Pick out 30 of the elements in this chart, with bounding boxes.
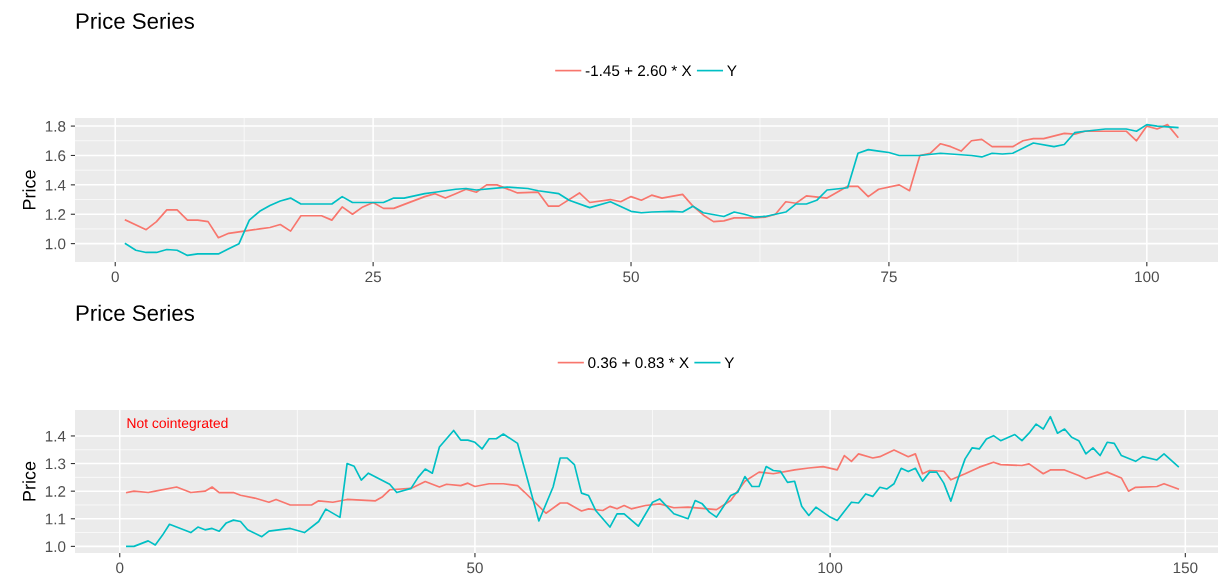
chart-title: Price Series: [76, 12, 194, 29]
y-tick-label: 1.1: [45, 513, 66, 525]
x-tick-label: 150: [1173, 562, 1198, 574]
legend-label: Y: [727, 65, 737, 76]
y-axis-title: Price: [22, 170, 36, 210]
legend-label: 0.36 + 0.83 * X: [588, 357, 689, 369]
x-tick-label: 100: [1135, 271, 1159, 283]
legend-label: Y: [724, 357, 735, 368]
legend-label: -1.45 + 2.60 * X: [585, 65, 692, 77]
x-tick-label: 75: [881, 271, 897, 283]
x-tick-label: 25: [365, 271, 381, 283]
annotation: Not cointegrated: [127, 417, 228, 431]
x-tick-label: 50: [623, 271, 639, 283]
x-tick-label: 50: [467, 562, 483, 574]
y-tick-label: 1.4: [45, 179, 66, 191]
line-series: [126, 449, 1180, 515]
y-tick-label: 1.8: [45, 120, 66, 132]
y-tick-label: 1.0: [45, 238, 66, 250]
x-tick-label: 100: [818, 562, 843, 574]
y-tick-label: 1.4: [45, 430, 66, 442]
x-tick-label: 0: [111, 271, 119, 283]
x-tick-label: 0: [116, 562, 124, 574]
y-tick-label: 1.2: [45, 486, 66, 497]
line-series: [126, 415, 1180, 548]
y-tick-label: 1.3: [45, 458, 66, 470]
y-tick-label: 1.0: [45, 541, 66, 553]
y-tick-label: 1.6: [45, 150, 66, 162]
y-axis-title: Price: [22, 461, 36, 501]
y-tick-label: 1.2: [45, 209, 66, 220]
chart-title: Price Series: [76, 304, 194, 321]
